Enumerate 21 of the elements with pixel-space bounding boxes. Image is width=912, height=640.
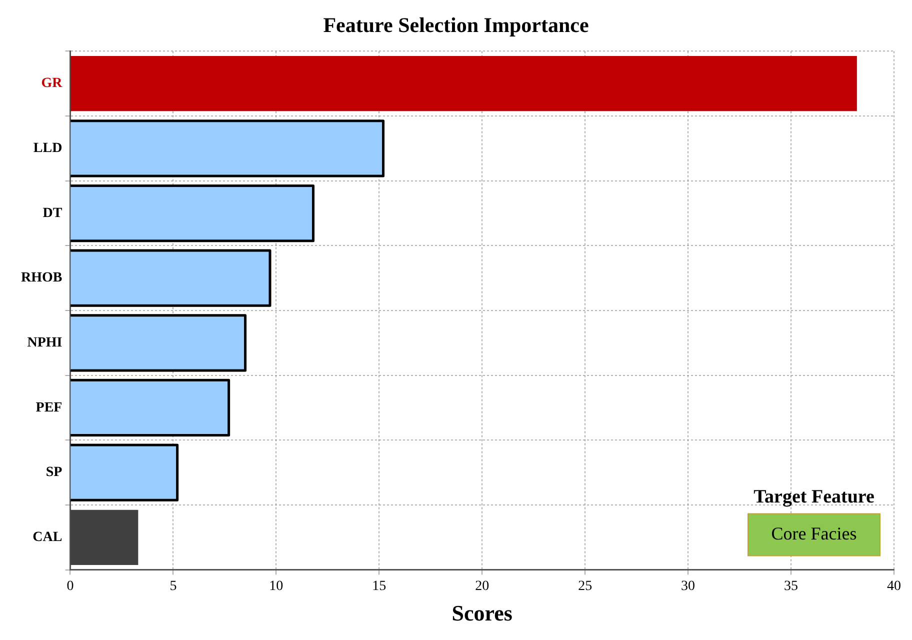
x-tick-label: 20: [475, 578, 490, 594]
x-tick-label: 5: [170, 578, 177, 594]
y-tick-label: PEF: [36, 400, 62, 416]
y-tick-label: CAL: [32, 530, 62, 545]
y-tick-label: SP: [46, 465, 63, 480]
x-tick-label: 15: [372, 578, 386, 594]
y-tick-label: GR: [41, 76, 64, 92]
x-tick-label: 25: [578, 578, 592, 594]
annotation: Core Facies: [771, 524, 857, 544]
chart-title: Feature Selection Importance: [323, 13, 589, 38]
y-tick-label: RHOB: [20, 270, 62, 286]
x-axis-title: Scores: [452, 600, 513, 626]
y-tick-label: DT: [42, 206, 63, 221]
x-tick-label: 40: [887, 578, 901, 594]
annotation: Target Feature: [754, 486, 874, 508]
x-tick-label: 35: [784, 578, 798, 594]
x-tick-label: 0: [66, 578, 74, 594]
y-tick-label: NPHI: [27, 336, 62, 351]
y-tick-label: LLD: [33, 141, 62, 156]
x-tick-label: 30: [681, 578, 696, 594]
x-tick-label: 10: [269, 578, 284, 594]
